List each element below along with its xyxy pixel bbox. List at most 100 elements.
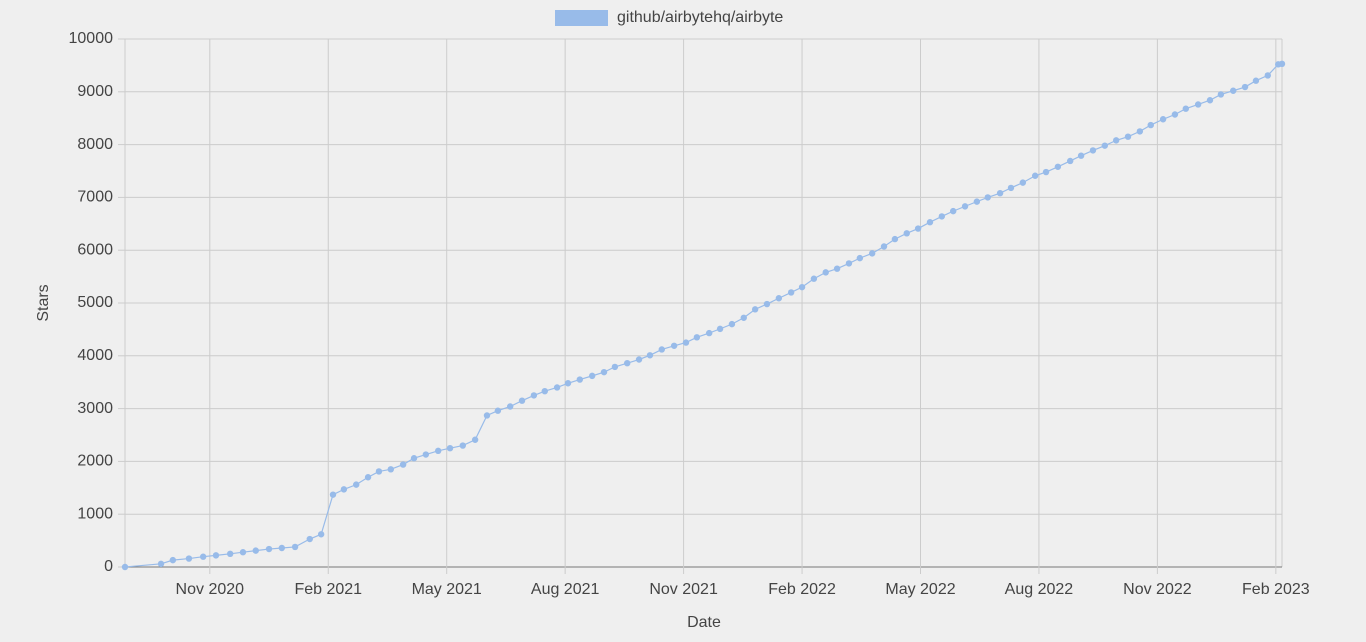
y-tick-label: 4000 (77, 347, 113, 364)
data-point (1217, 91, 1225, 98)
data-point (903, 230, 910, 237)
data-point (212, 552, 220, 559)
data-point (518, 397, 526, 404)
data-point (798, 283, 806, 291)
data-point (317, 531, 325, 538)
data-point (564, 380, 572, 387)
data-point (252, 547, 259, 554)
data-point (716, 325, 724, 333)
data-point (169, 556, 177, 564)
x-tick-label: Aug 2022 (1005, 581, 1074, 598)
data-point (1264, 72, 1271, 79)
data-point (1241, 83, 1249, 91)
data-point (553, 384, 561, 391)
data-point (239, 549, 247, 556)
data-point (588, 372, 596, 380)
y-tick-label: 3000 (77, 400, 113, 417)
data-point (1077, 152, 1085, 159)
data-point (1019, 179, 1027, 186)
data-point (226, 550, 234, 557)
data-point (961, 203, 969, 210)
data-point (833, 265, 841, 272)
data-point (611, 363, 619, 371)
data-point (185, 555, 193, 562)
y-tick-label: 0 (104, 558, 113, 575)
data-point (530, 392, 538, 399)
data-point (399, 461, 407, 468)
y-tick-label: 1000 (77, 505, 113, 522)
data-point (278, 544, 286, 552)
x-tick-label: Nov 2022 (1123, 581, 1192, 598)
data-point (984, 194, 991, 201)
y-tick-label: 2000 (77, 453, 113, 470)
data-point (751, 306, 759, 313)
data-point (364, 474, 372, 481)
x-tick-label: Aug 2021 (531, 581, 600, 598)
data-point (880, 243, 888, 250)
data-point (1101, 142, 1109, 149)
data-point (996, 189, 1004, 197)
data-point (891, 235, 899, 243)
x-tick-label: Feb 2021 (294, 581, 362, 598)
data-point (1159, 116, 1167, 123)
legend-label: github/airbytehq/airbyte (617, 9, 783, 26)
data-point (1007, 184, 1015, 192)
data-point (1278, 60, 1286, 68)
x-tick-label: May 2021 (412, 581, 482, 598)
data-point (576, 376, 584, 383)
data-point (763, 300, 771, 308)
data-point (483, 412, 491, 419)
data-point (658, 346, 666, 353)
data-point (1031, 172, 1039, 179)
data-point (1124, 133, 1132, 140)
data-point (728, 320, 736, 328)
data-point (422, 451, 430, 458)
data-point (693, 334, 701, 341)
data-point (494, 407, 502, 414)
x-tick-label: May 2022 (885, 581, 955, 598)
data-point (787, 289, 795, 296)
data-point (506, 403, 514, 410)
data-point (868, 250, 876, 257)
data-point (938, 213, 946, 220)
data-point (329, 491, 337, 498)
data-point (1147, 121, 1154, 129)
data-point (471, 436, 479, 443)
data-point (624, 359, 631, 367)
data-point (306, 535, 313, 543)
data-point (1042, 168, 1050, 176)
data-point (410, 455, 418, 462)
data-point (121, 563, 129, 571)
data-point (459, 442, 467, 449)
data-point (670, 342, 678, 349)
data-point (926, 219, 934, 226)
data-point (740, 314, 747, 321)
y-tick-label: 8000 (77, 136, 113, 153)
data-point (1171, 111, 1179, 118)
y-tick-label: 6000 (77, 241, 113, 258)
data-point (1136, 128, 1144, 135)
data-point (775, 295, 783, 302)
data-point (1206, 97, 1214, 104)
data-point (600, 368, 608, 376)
data-point (822, 269, 829, 276)
data-point (682, 339, 690, 346)
data-point (914, 225, 922, 232)
x-tick-label: Feb 2023 (1242, 581, 1310, 598)
data-point (353, 481, 360, 488)
data-point (635, 356, 643, 363)
x-tick-label: Feb 2022 (768, 581, 836, 598)
data-point (856, 254, 864, 262)
data-point (1182, 105, 1190, 112)
data-point (199, 553, 207, 560)
data-point (1054, 163, 1062, 170)
data-point (1067, 157, 1074, 165)
y-tick-label: 9000 (77, 83, 113, 100)
y-tick-label: 7000 (77, 189, 113, 206)
y-tick-label: 5000 (77, 294, 113, 311)
data-point (845, 260, 853, 267)
data-point (973, 198, 981, 205)
data-point (157, 560, 165, 568)
data-point (646, 352, 654, 359)
data-point (340, 486, 348, 493)
